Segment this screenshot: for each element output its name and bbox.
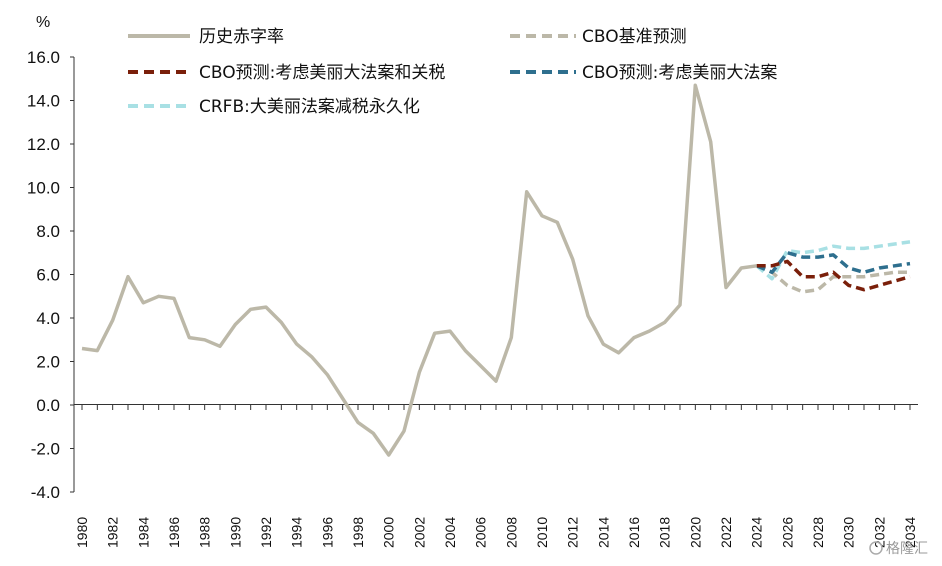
y-unit-label: % [36,14,50,31]
x-tick-label: 2004 [442,517,458,548]
legend-label-cbo-obbb-tariff: CBO预测:考虑美丽大法案和关税 [199,63,445,83]
x-tick-label: 1982 [105,517,121,548]
x-tick-label: 1992 [258,517,274,548]
x-tick-label: 1980 [74,517,90,548]
x-tick-label: 2026 [779,517,795,548]
y-tick-label: -4.0 [31,483,60,502]
x-tick-label: 1990 [227,517,243,548]
series-line-1 [756,264,910,294]
y-tick-label: 12.0 [27,135,60,154]
x-tick-label: 2032 [871,517,887,548]
y-tick-label: -2.0 [31,440,60,459]
y-tick-label: 4.0 [36,309,60,328]
series-line-0 [81,83,757,457]
x-tick-label: 2008 [503,517,519,548]
y-tick-label: 10.0 [27,179,60,198]
x-tick-label: 1994 [289,517,305,548]
watermark: 格隆汇 [869,541,928,557]
legend: 历史赤字率 CBO基准预测 CBO预测:考虑美丽大法案和关税 CBO预测:考虑美… [128,27,777,117]
legend-item-crfb: CRFB:大美丽法案减税永久化 [128,97,420,117]
legend-item-history: 历史赤字率 [128,27,284,47]
series-line-2 [756,259,911,292]
watermark-text: 格隆汇 [886,541,928,557]
x-tick-label: 2024 [749,517,765,548]
x-tick-label: 2022 [718,517,734,548]
x-tick-label: 1984 [135,517,151,548]
x-tick-label: 2014 [595,517,611,548]
x-tick-label: 2028 [810,517,826,548]
x-tick-label: 2012 [565,517,581,548]
x-tick-label: 2016 [626,517,642,548]
watermark-logo-icon [869,541,883,555]
x-tick-label: 2000 [381,517,397,548]
x-tick-label: 1986 [166,517,182,548]
x-axis-ticks: 1980 1982 1984 1986 1988 1990 1992 1994 1996 1998… [74,405,918,548]
x-tick-label: 1998 [350,517,366,548]
x-tick-label: 2006 [473,517,489,548]
legend-item-cbo-baseline: CBO基准预测 [510,27,687,47]
legend-label-crfb: CRFB:大美丽法案减税永久化 [199,97,420,117]
y-tick-label: 8.0 [36,222,60,241]
legend-item-cbo-obbb-tariff: CBO预测:考虑美丽大法案和关税 [128,63,445,83]
legend-label-cbo-obbb: CBO预测:考虑美丽大法案 [582,63,777,83]
y-tick-label: 14.0 [27,92,60,111]
x-tick-label: 2010 [534,517,550,548]
x-tick-label: 2034 [902,517,918,548]
x-tick-label: 2002 [411,517,427,548]
y-tick-label: 2.0 [36,353,60,372]
x-tick-label: 1996 [319,517,335,548]
legend-item-cbo-obbb: CBO预测:考虑美丽大法案 [510,63,777,83]
legend-label-history: 历史赤字率 [199,27,284,47]
series-line-4 [755,240,911,281]
y-tick-label: 6.0 [36,266,60,285]
x-tick-label: 2030 [841,517,857,548]
series-line-3 [756,250,911,275]
x-tick-label: 2018 [657,517,673,548]
y-axis-ticks: 16.0 14.0 12.0 10.0 8.0 6.0 4.0 2.0 0.0 -2.0 -4.0 [27,48,74,502]
legend-label-cbo-baseline: CBO基准预测 [582,27,687,47]
y-tick-label: 0.0 [36,396,60,415]
y-tick-label: 16.0 [27,48,60,67]
x-tick-label: 2020 [687,517,703,548]
series-layer [81,83,911,457]
x-tick-label: 1988 [197,517,213,548]
